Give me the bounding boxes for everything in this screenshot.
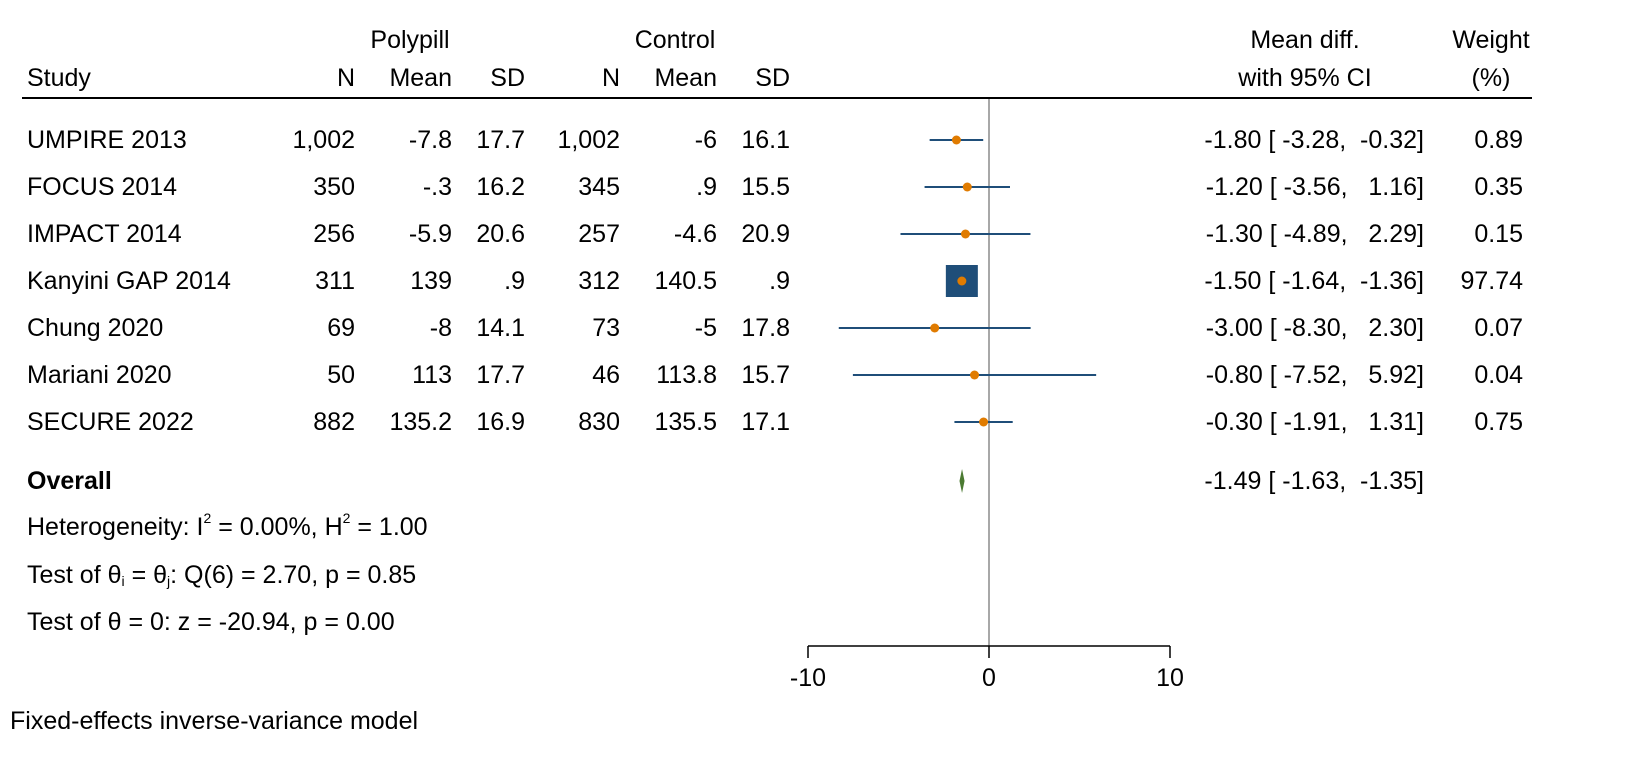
control-n: 257	[578, 220, 620, 248]
overall-diamond	[959, 469, 965, 493]
control-n: 830	[578, 408, 620, 436]
polypill-sd: 16.2	[476, 173, 525, 201]
control-mean: 135.5	[654, 408, 717, 436]
effect-ci-text: -1.20 [ -3.56, 1.16]	[1205, 173, 1424, 201]
control-sd: 15.7	[741, 361, 790, 389]
effect-ci-text: -1.30 [ -4.89, 2.29]	[1205, 220, 1424, 248]
polypill-n: 50	[327, 361, 355, 389]
point-estimate	[979, 417, 989, 427]
polypill-n: 1,002	[292, 126, 355, 154]
control-mean: 140.5	[654, 267, 717, 295]
control-mean: -5	[694, 314, 717, 342]
weight-text: 97.74	[1460, 267, 1523, 295]
weight-text: 0.89	[1474, 126, 1523, 154]
group-header-polypill: Polypill	[370, 26, 450, 54]
weight-text: 0.75	[1474, 408, 1523, 436]
column-header-weight: Weight	[1452, 26, 1530, 54]
polypill-mean: 135.2	[389, 408, 452, 436]
polypill-sd: 16.9	[476, 408, 525, 436]
effect-ci-text: -0.30 [ -1.91, 1.31]	[1205, 408, 1424, 436]
homogeneity-test-text: Test of θi = θj: Q(6) = 2.70, p = 0.85	[27, 561, 417, 589]
point-estimate	[962, 182, 972, 192]
zero-effect-test-text: Test of θ = 0: z = -20.94, p = 0.00	[27, 608, 395, 636]
point-estimate	[960, 229, 970, 239]
x-tick-label: -10	[790, 664, 826, 692]
overall-ci-text: -1.49 [ -1.63, -1.35]	[1204, 467, 1424, 495]
effect-ci-text: -3.00 [ -8.30, 2.30]	[1205, 314, 1424, 342]
control-sd: 16.1	[741, 126, 790, 154]
control-mean: 113.8	[656, 361, 717, 389]
polypill-mean: -5.9	[408, 220, 452, 248]
polypill-mean: 113	[412, 361, 452, 389]
control-n: 312	[578, 267, 620, 295]
weight-text: 0.35	[1474, 173, 1523, 201]
polypill-mean: -.3	[422, 173, 452, 201]
effect-ci-text: -1.50 [ -1.64, -1.36]	[1204, 267, 1424, 295]
control-sd: 17.1	[741, 408, 790, 436]
polypill-n: 256	[313, 220, 355, 248]
column-header-mean2: Mean	[654, 64, 717, 92]
control-sd: .9	[769, 267, 790, 295]
control-sd: 15.5	[741, 173, 790, 201]
study-name: Kanyini GAP 2014	[27, 267, 231, 295]
polypill-mean: -8	[429, 314, 452, 342]
overall-label: Overall	[27, 467, 112, 495]
polypill-sd: .9	[504, 267, 525, 295]
column-header-sd2: SD	[755, 64, 790, 92]
heterogeneity-text: Heterogeneity: I2 = 0.00%, H2 = 1.00	[27, 510, 428, 541]
point-estimate	[951, 135, 961, 145]
column-header-mean1: Mean	[389, 64, 452, 92]
control-n: 345	[578, 173, 620, 201]
polypill-sd: 14.1	[476, 314, 525, 342]
column-header-weight-unit: (%)	[1471, 64, 1511, 92]
control-sd: 17.8	[741, 314, 790, 342]
study-name: SECURE 2022	[27, 408, 194, 436]
control-mean: .9	[696, 173, 717, 201]
point-estimate	[957, 276, 967, 286]
column-header-study: Study	[27, 64, 91, 92]
control-mean: -4.6	[673, 220, 717, 248]
x-tick-label: 0	[982, 664, 996, 692]
point-estimate	[930, 323, 940, 333]
control-n: 46	[592, 361, 620, 389]
polypill-n: 69	[327, 314, 355, 342]
study-name: Mariani 2020	[27, 361, 172, 389]
column-header-n1: N	[336, 64, 355, 92]
column-header-n2: N	[601, 64, 620, 92]
effect-ci-text: -1.80 [ -3.28, -0.32]	[1204, 126, 1424, 154]
weight-text: 0.07	[1474, 314, 1523, 342]
control-n: 73	[592, 314, 620, 342]
control-n: 1,002	[557, 126, 620, 154]
weight-text: 0.04	[1474, 361, 1523, 389]
footnote: Fixed-effects inverse-variance model	[10, 707, 419, 735]
polypill-n: 311	[315, 267, 355, 295]
polypill-sd: 20.6	[476, 220, 525, 248]
study-name: Chung 2020	[27, 314, 164, 342]
x-tick-label: 10	[1156, 664, 1184, 692]
polypill-sd: 17.7	[476, 126, 525, 154]
point-estimate	[970, 370, 980, 380]
column-header-ci: with 95% CI	[1238, 64, 1372, 92]
polypill-sd: 17.7	[476, 361, 525, 389]
control-sd: 20.9	[741, 220, 790, 248]
polypill-n: 882	[313, 408, 355, 436]
column-header-effect: Mean diff.	[1250, 26, 1360, 54]
study-name: IMPACT 2014	[27, 220, 182, 248]
study-name: FOCUS 2014	[27, 173, 178, 201]
group-header-control: Control	[634, 26, 716, 54]
control-mean: -6	[694, 126, 717, 154]
column-header-sd1: SD	[490, 64, 525, 92]
polypill-mean: -7.8	[408, 126, 452, 154]
weight-text: 0.15	[1474, 220, 1523, 248]
study-name: UMPIRE 2013	[27, 126, 187, 154]
effect-ci-text: -0.80 [ -7.52, 5.92]	[1205, 361, 1424, 389]
polypill-mean: 139	[410, 267, 452, 295]
polypill-n: 350	[313, 173, 355, 201]
